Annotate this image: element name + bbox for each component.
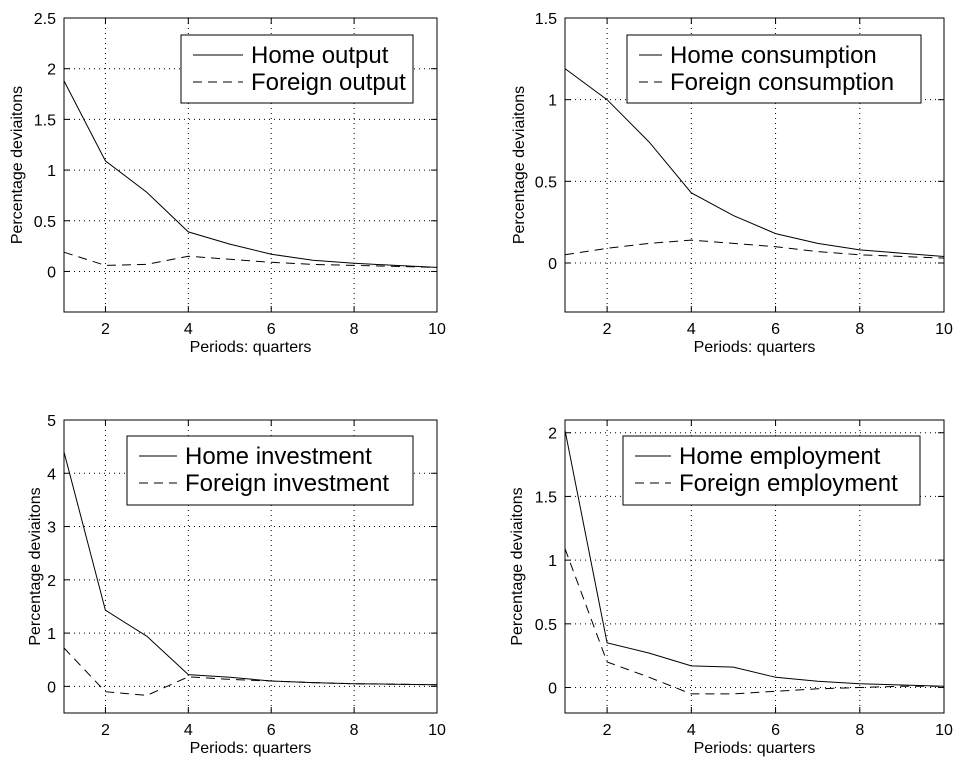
x-tick-label: 6 bbox=[267, 321, 276, 338]
y-tick-label: 0 bbox=[548, 681, 557, 698]
chart-panel-3: 2 4 6 8 10 0 1 2 3 4 5 Periods: quarters Percentage … bbox=[27, 413, 446, 757]
x-tick-label: 2 bbox=[101, 321, 110, 338]
y-axis-label: Percentage deviaitons bbox=[509, 487, 526, 645]
y-tick-label: 2 bbox=[47, 62, 56, 79]
x-tick-label: 10 bbox=[935, 321, 953, 338]
series-line-foreign bbox=[63, 251, 438, 268]
y-tick-label: 1.5 bbox=[535, 489, 557, 506]
x-tick-label: 4 bbox=[184, 722, 193, 739]
plot-frame bbox=[564, 419, 945, 714]
y-tick-label: 2 bbox=[548, 426, 557, 443]
legend-label: Foreign employment bbox=[679, 470, 898, 497]
chart-panel-1: 2 4 6 8 10 0 0.5 1 1.5 2 2.5 Periods: quarters Perce… bbox=[9, 11, 446, 356]
y-tick-label: 0.5 bbox=[535, 617, 557, 634]
y-tick-label: 4 bbox=[47, 466, 56, 483]
y-tick-label: 0 bbox=[47, 679, 56, 696]
series-line-foreign bbox=[564, 239, 945, 259]
x-tick-label: 4 bbox=[184, 321, 193, 338]
x-tick-label: 10 bbox=[428, 722, 446, 739]
legend-label: Home investment bbox=[185, 443, 372, 470]
x-tick-label: 10 bbox=[428, 321, 446, 338]
y-tick-label: 1.5 bbox=[535, 11, 557, 28]
y-tick-label: 2 bbox=[47, 573, 56, 590]
y-tick-label: 5 bbox=[47, 413, 56, 430]
x-axis-label: Periods: quarters bbox=[190, 740, 312, 757]
x-tick-label: 2 bbox=[603, 722, 612, 739]
x-tick-label: 6 bbox=[267, 722, 276, 739]
y-axis-label: Percentage deviaitons bbox=[27, 487, 44, 645]
y-tick-label: 0.5 bbox=[535, 174, 557, 191]
legend-label: Home output bbox=[251, 42, 389, 69]
plot-frame bbox=[564, 17, 945, 313]
x-tick-label: 8 bbox=[350, 321, 359, 338]
legend-label: Foreign consumption bbox=[670, 69, 894, 96]
y-tick-label: 1.5 bbox=[34, 112, 56, 129]
series-line-home bbox=[63, 80, 438, 268]
series-line-home bbox=[564, 430, 945, 687]
x-axis-label: Periods: quarters bbox=[694, 339, 816, 356]
x-tick-label: 8 bbox=[855, 722, 864, 739]
x-tick-label: 2 bbox=[101, 722, 110, 739]
series-line-foreign bbox=[63, 647, 438, 696]
y-tick-label: 1 bbox=[47, 626, 56, 643]
x-axis-label: Periods: quarters bbox=[190, 339, 312, 356]
x-tick-label: 2 bbox=[603, 321, 612, 338]
x-tick-label: 6 bbox=[771, 321, 780, 338]
y-axis-label: Percentage deviaitons bbox=[511, 86, 528, 244]
y-tick-label: 2.5 bbox=[34, 11, 56, 28]
plot-frame bbox=[63, 419, 438, 714]
plot-frame bbox=[63, 17, 438, 313]
series-line-foreign bbox=[564, 548, 944, 695]
x-tick-label: 8 bbox=[350, 722, 359, 739]
legend-box bbox=[126, 435, 414, 506]
x-tick-label: 6 bbox=[771, 722, 780, 739]
x-tick-label: 10 bbox=[935, 722, 953, 739]
y-tick-label: 3 bbox=[47, 520, 56, 537]
legend-box bbox=[180, 34, 414, 104]
y-tick-label: 0 bbox=[47, 264, 56, 281]
chart-panel-2: 2 4 6 8 10 0 0.5 1 1.5 Periods: quarters Percentag… bbox=[511, 11, 953, 356]
y-tick-label: 0 bbox=[548, 256, 557, 273]
legend-label: Foreign output bbox=[251, 69, 406, 96]
y-tick-label: 1 bbox=[548, 93, 557, 110]
legend-label: Home employment bbox=[679, 443, 881, 470]
legend-label: Home consumption bbox=[670, 42, 877, 69]
legend-box bbox=[626, 34, 922, 104]
y-tick-label: 1 bbox=[47, 163, 56, 180]
chart-panel-4: 2 4 6 8 10 0 0.5 1 1.5 2 Periods: quarters Percenta… bbox=[509, 419, 953, 757]
x-axis-label: Periods: quarters bbox=[694, 740, 816, 757]
y-tick-label: 0.5 bbox=[34, 214, 56, 231]
y-axis-label: Percentage deviaitons bbox=[9, 86, 26, 244]
legend-box bbox=[622, 435, 921, 506]
x-tick-label: 8 bbox=[855, 321, 864, 338]
legend-label: Foreign investment bbox=[185, 470, 389, 497]
y-tick-label: 1 bbox=[548, 553, 557, 570]
x-tick-label: 4 bbox=[687, 321, 696, 338]
x-tick-label: 4 bbox=[687, 722, 696, 739]
series-line-home bbox=[564, 68, 945, 257]
